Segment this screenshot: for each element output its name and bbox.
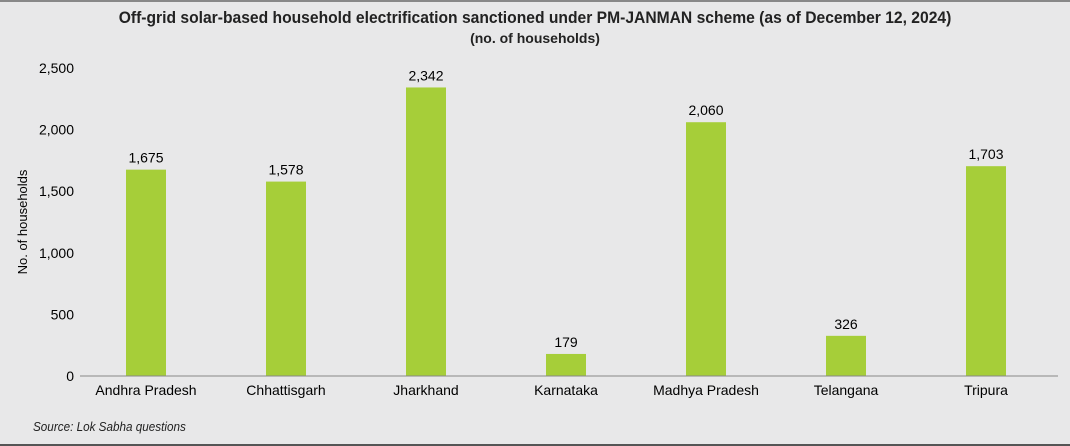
x-tick-label: Madhya Pradesh	[653, 382, 759, 398]
data-label: 2,060	[688, 102, 723, 118]
data-label: 179	[554, 334, 578, 350]
chart-subtitle: (no. of households)	[470, 30, 600, 46]
y-tick-label: 2,000	[39, 122, 74, 138]
bar-chhattisgarh	[266, 181, 306, 376]
bar-karnataka	[546, 353, 586, 376]
bar-jharkhand	[406, 87, 446, 376]
x-tick-label: Tripura	[964, 382, 1008, 398]
data-label: 1,578	[268, 162, 303, 178]
y-tick-label: 2,500	[39, 60, 74, 76]
chart-title: Off-grid solar-based household electrifi…	[118, 8, 952, 27]
x-tick-label: Jharkhand	[393, 382, 458, 398]
bar-tripura	[966, 166, 1006, 376]
data-label: 1,703	[968, 146, 1003, 162]
y-tick-label: 0	[66, 368, 74, 384]
bar-andhra-pradesh	[126, 169, 166, 376]
data-label: 326	[834, 316, 858, 332]
x-tick-label: Karnataka	[534, 382, 598, 398]
bar-telangana	[826, 335, 866, 376]
y-tick-label: 500	[51, 306, 75, 322]
y-tick-label: 1,000	[39, 245, 74, 261]
data-label: 1,675	[128, 150, 163, 166]
y-tick-label: 1,500	[39, 183, 74, 199]
data-label: 2,342	[408, 67, 443, 83]
source-note: Source: Lok Sabha questions	[33, 419, 186, 434]
x-tick-label: Chhattisgarh	[246, 382, 325, 398]
bar-madhya-pradesh	[686, 122, 726, 376]
y-axis-label: No. of households	[15, 169, 30, 274]
x-tick-label: Andhra Pradesh	[95, 382, 196, 398]
x-tick-label: Telangana	[814, 382, 879, 398]
